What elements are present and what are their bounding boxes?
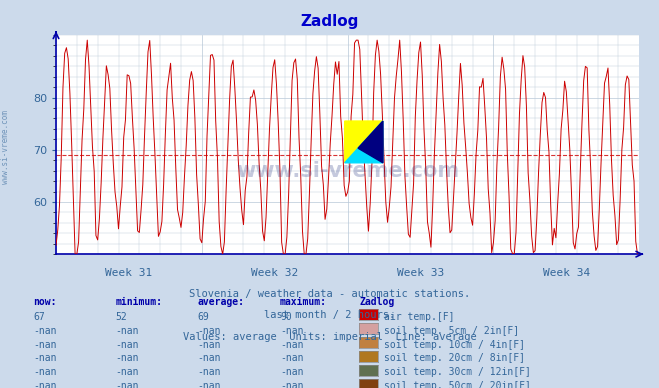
Text: -nan: -nan: [198, 340, 221, 350]
Text: Slovenia / weather data - automatic stations.: Slovenia / weather data - automatic stat…: [189, 289, 470, 299]
Text: maximum:: maximum:: [280, 297, 327, 307]
Polygon shape: [345, 121, 383, 163]
Text: soil temp. 50cm / 20in[F]: soil temp. 50cm / 20in[F]: [384, 381, 531, 388]
Text: soil temp. 10cm / 4in[F]: soil temp. 10cm / 4in[F]: [384, 340, 525, 350]
Text: -nan: -nan: [33, 381, 57, 388]
Text: Values: average  Units: imperial  Line: average: Values: average Units: imperial Line: av…: [183, 332, 476, 342]
Text: -nan: -nan: [280, 381, 304, 388]
Text: 69: 69: [198, 312, 210, 322]
Text: -nan: -nan: [280, 326, 304, 336]
Text: -nan: -nan: [280, 353, 304, 364]
Text: -nan: -nan: [115, 367, 139, 378]
Text: Week 34: Week 34: [543, 268, 590, 278]
Text: -nan: -nan: [198, 367, 221, 378]
Text: last month / 2 hours.: last month / 2 hours.: [264, 310, 395, 320]
Polygon shape: [358, 121, 383, 163]
Text: -nan: -nan: [33, 326, 57, 336]
Text: 90: 90: [280, 312, 292, 322]
Text: Week 33: Week 33: [397, 268, 444, 278]
Text: -nan: -nan: [198, 326, 221, 336]
Text: -nan: -nan: [115, 326, 139, 336]
Text: soil temp. 5cm / 2in[F]: soil temp. 5cm / 2in[F]: [384, 326, 519, 336]
Text: soil temp. 30cm / 12in[F]: soil temp. 30cm / 12in[F]: [384, 367, 531, 378]
Text: 67: 67: [33, 312, 45, 322]
Text: Zadlog: Zadlog: [301, 14, 358, 29]
Text: -nan: -nan: [280, 367, 304, 378]
Text: air temp.[F]: air temp.[F]: [384, 312, 455, 322]
Text: Week 32: Week 32: [251, 268, 299, 278]
Text: -nan: -nan: [280, 340, 304, 350]
Text: now:: now:: [33, 297, 57, 307]
Text: Zadlog: Zadlog: [359, 297, 394, 307]
Text: -nan: -nan: [115, 340, 139, 350]
Text: www.si-vreme.com: www.si-vreme.com: [236, 161, 459, 181]
Text: -nan: -nan: [33, 353, 57, 364]
Text: -nan: -nan: [198, 353, 221, 364]
Text: soil temp. 20cm / 8in[F]: soil temp. 20cm / 8in[F]: [384, 353, 525, 364]
Text: Week 31: Week 31: [105, 268, 152, 278]
Text: 52: 52: [115, 312, 127, 322]
Text: -nan: -nan: [115, 381, 139, 388]
Text: -nan: -nan: [115, 353, 139, 364]
Polygon shape: [345, 121, 383, 163]
Text: -nan: -nan: [33, 340, 57, 350]
Text: average:: average:: [198, 297, 244, 307]
Text: -nan: -nan: [198, 381, 221, 388]
Text: -nan: -nan: [33, 367, 57, 378]
Text: www.si-vreme.com: www.si-vreme.com: [1, 111, 10, 184]
Text: minimum:: minimum:: [115, 297, 162, 307]
